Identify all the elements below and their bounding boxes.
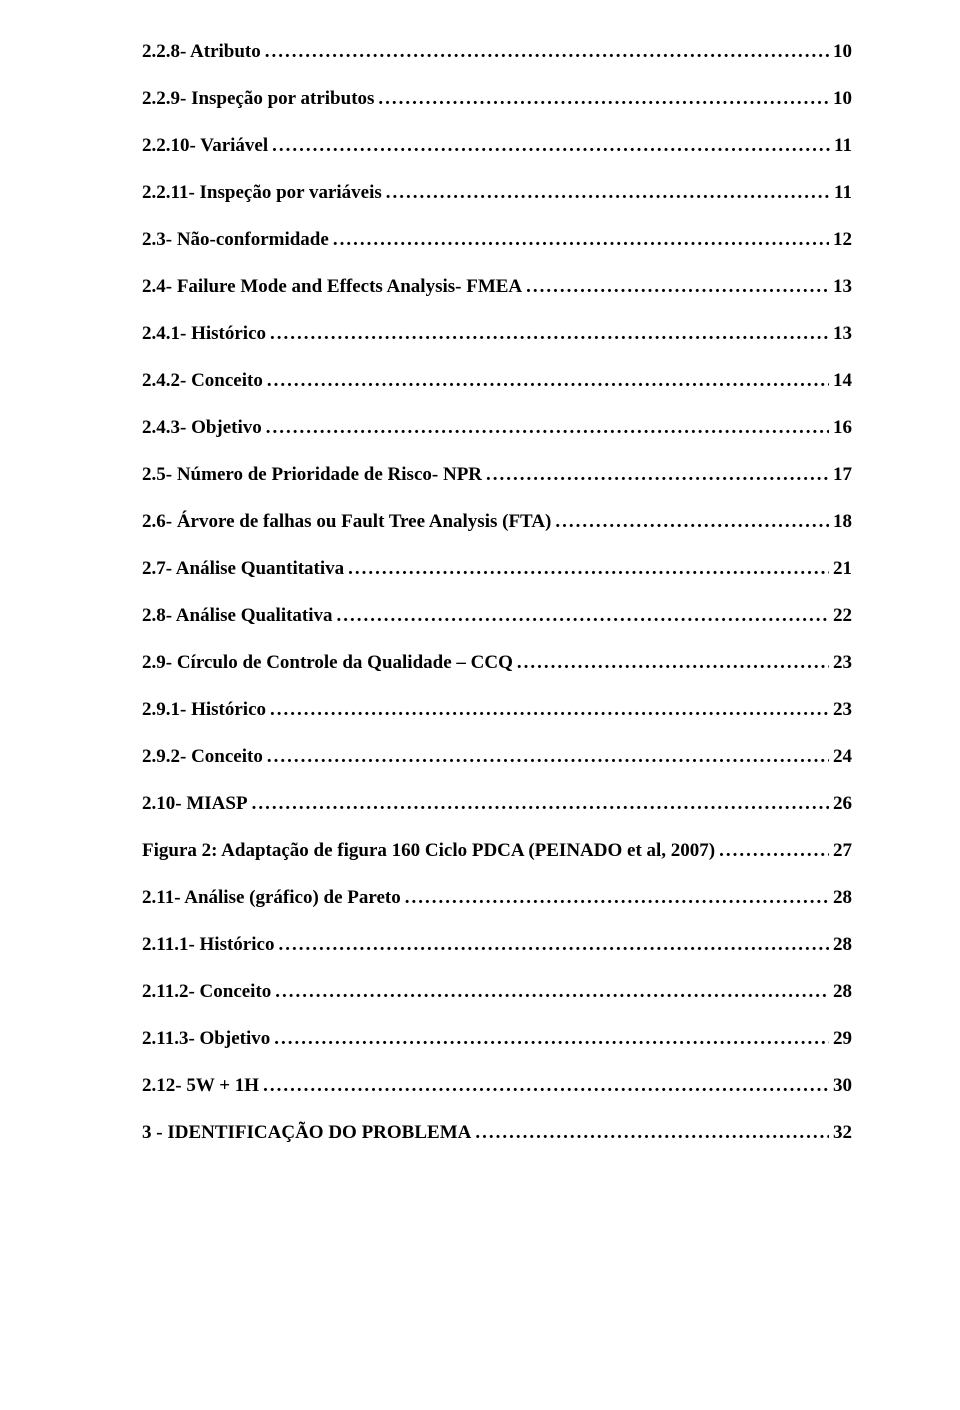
toc-dot-leader: [272, 136, 830, 155]
toc-dot-leader: [526, 277, 829, 296]
toc-entry-page: 11: [834, 136, 852, 155]
toc-entry: 3 - IDENTIFICAÇÃO DO PROBLEMA 32: [142, 1123, 852, 1142]
toc-entry: 2.12- 5W + 1H 30: [142, 1076, 852, 1095]
toc-entry-label: 3 - IDENTIFICAÇÃO DO PROBLEMA: [142, 1123, 471, 1142]
toc-entry: 2.4- Failure Mode and Effects Analysis- …: [142, 277, 852, 296]
toc-entry-page: 24: [833, 747, 852, 766]
toc-entry-label: 2.9.1- Histórico: [142, 700, 266, 719]
toc-entry-page: 23: [833, 653, 852, 672]
toc-entry: 2.2.8- Atributo 10: [142, 42, 852, 61]
toc-entry-label: 2.11- Análise (gráfico) de Pareto: [142, 888, 401, 907]
toc-entry-label: 2.6- Árvore de falhas ou Fault Tree Anal…: [142, 512, 551, 531]
toc-entry: 2.7- Análise Quantitativa 21: [142, 559, 852, 578]
toc-entry-page: 16: [833, 418, 852, 437]
toc-entry-page: 11: [834, 183, 852, 202]
toc-entry: 2.9- Círculo de Controle da Qualidade – …: [142, 653, 852, 672]
toc-dot-leader: [337, 606, 829, 625]
toc-entry: 2.2.10- Variável 11: [142, 136, 852, 155]
toc-dot-leader: [719, 841, 829, 860]
toc-dot-leader: [333, 230, 829, 249]
toc-dot-leader: [517, 653, 829, 672]
toc-entry: 2.5- Número de Prioridade de Risco- NPR 1…: [142, 465, 852, 484]
toc-dot-leader: [486, 465, 829, 484]
toc-dot-leader: [270, 700, 829, 719]
toc-entry-page: 32: [833, 1123, 852, 1142]
toc-entry-label: 2.11.3- Objetivo: [142, 1029, 270, 1048]
toc-entry-page: 17: [833, 465, 852, 484]
toc-entry: 2.8- Análise Qualitativa 22: [142, 606, 852, 625]
toc-entry: 2.4.2- Conceito 14: [142, 371, 852, 390]
toc-dot-leader: [405, 888, 829, 907]
toc-entry-label: 2.11.1- Histórico: [142, 935, 274, 954]
toc-dot-leader: [270, 324, 829, 343]
toc-entry-label: 2.2.10- Variável: [142, 136, 268, 155]
toc-dot-leader: [266, 418, 829, 437]
toc-entry-page: 30: [833, 1076, 852, 1095]
toc-dot-leader: [274, 1029, 829, 1048]
toc-entry: 2.11.3- Objetivo 29: [142, 1029, 852, 1048]
toc-entry-label: 2.9- Círculo de Controle da Qualidade – …: [142, 653, 513, 672]
toc-dot-leader: [378, 89, 829, 108]
toc-entry-label: 2.4.3- Objetivo: [142, 418, 262, 437]
toc-dot-leader: [348, 559, 829, 578]
toc-dot-leader: [252, 794, 829, 813]
toc-entry: 2.11.1- Histórico 28: [142, 935, 852, 954]
toc-entry: 2.2.11- Inspeção por variáveis 11: [142, 183, 852, 202]
toc-dot-leader: [475, 1123, 829, 1142]
toc-entry: 2.6- Árvore de falhas ou Fault Tree Anal…: [142, 512, 852, 531]
toc-entry-label: 2.5- Número de Prioridade de Risco- NPR: [142, 465, 482, 484]
toc-entry-label: Figura 2: Adaptação de figura 160 Ciclo …: [142, 841, 715, 860]
toc-entry-page: 28: [833, 888, 852, 907]
toc-entry-label: 2.9.2- Conceito: [142, 747, 263, 766]
toc-entry-label: 2.4.1- Histórico: [142, 324, 266, 343]
toc-entry-page: 26: [833, 794, 852, 813]
toc-entry-page: 28: [833, 935, 852, 954]
toc-dot-leader: [275, 982, 829, 1001]
toc-container: 2.2.8- Atributo102.2.9- Inspeção por atr…: [142, 42, 852, 1142]
toc-entry-label: 2.2.11- Inspeção por variáveis: [142, 183, 382, 202]
toc-entry-page: 14: [833, 371, 852, 390]
toc-dot-leader: [265, 42, 829, 61]
toc-entry: 2.11- Análise (gráfico) de Pareto 28: [142, 888, 852, 907]
toc-entry-page: 23: [833, 700, 852, 719]
toc-entry: 2.4.1- Histórico 13: [142, 324, 852, 343]
toc-entry-page: 12: [833, 230, 852, 249]
toc-entry: 2.3- Não-conformidade 12: [142, 230, 852, 249]
toc-dot-leader: [263, 1076, 829, 1095]
toc-dot-leader: [555, 512, 829, 531]
toc-entry-label: 2.2.9- Inspeção por atributos: [142, 89, 374, 108]
toc-entry-label: 2.3- Não-conformidade: [142, 230, 329, 249]
toc-entry: 2.10- MIASP 26: [142, 794, 852, 813]
toc-entry-page: 10: [833, 89, 852, 108]
toc-entry-label: 2.4- Failure Mode and Effects Analysis- …: [142, 277, 522, 296]
toc-entry-page: 10: [833, 42, 852, 61]
toc-entry-page: 13: [833, 277, 852, 296]
toc-dot-leader: [267, 747, 829, 766]
toc-dot-leader: [278, 935, 829, 954]
toc-entry-label: 2.8- Análise Qualitativa: [142, 606, 333, 625]
toc-entry-page: 22: [833, 606, 852, 625]
toc-entry-page: 28: [833, 982, 852, 1001]
toc-entry: 2.9.1- Histórico 23: [142, 700, 852, 719]
toc-dot-leader: [386, 183, 830, 202]
toc-entry-page: 13: [833, 324, 852, 343]
toc-entry-label: 2.12- 5W + 1H: [142, 1076, 259, 1095]
toc-entry: 2.2.9- Inspeção por atributos 10: [142, 89, 852, 108]
toc-entry: 2.11.2- Conceito 28: [142, 982, 852, 1001]
toc-entry-label: 2.7- Análise Quantitativa: [142, 559, 344, 578]
toc-entry-page: 27: [833, 841, 852, 860]
toc-entry-label: 2.2.8- Atributo: [142, 42, 261, 61]
toc-entry-label: 2.4.2- Conceito: [142, 371, 263, 390]
toc-entry-label: 2.10- MIASP: [142, 794, 248, 813]
toc-entry-label: 2.11.2- Conceito: [142, 982, 271, 1001]
toc-entry: Figura 2: Adaptação de figura 160 Ciclo …: [142, 841, 852, 860]
toc-entry-page: 18: [833, 512, 852, 531]
toc-entry-page: 29: [833, 1029, 852, 1048]
toc-entry-page: 21: [833, 559, 852, 578]
toc-entry: 2.4.3- Objetivo 16: [142, 418, 852, 437]
toc-dot-leader: [267, 371, 829, 390]
toc-entry: 2.9.2- Conceito 24: [142, 747, 852, 766]
